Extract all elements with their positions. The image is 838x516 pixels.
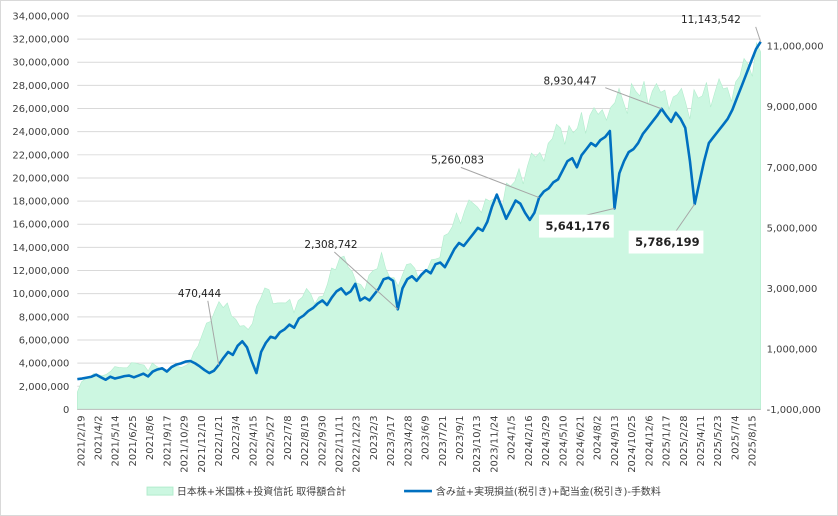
right-tick-label: 1,000,000 — [767, 344, 818, 355]
legend-swatch-area — [146, 486, 174, 496]
left-tick-label: 34,000,000 — [12, 11, 69, 22]
x-tick-label: 2025/4/11 — [696, 415, 707, 466]
left-tick-label: 4,000,000 — [19, 359, 70, 370]
legend: 日本株+米国株+投資信託 取得額合計 含み益+実現損益(税引き)+配当金(税引き)… — [146, 485, 661, 498]
annotation-label: 5,786,199 — [635, 235, 699, 249]
x-tick-label: 2025/2/28 — [679, 415, 690, 466]
x-tick-label: 2022/5/27 — [266, 415, 277, 466]
annotation-leader — [333, 251, 399, 310]
annotation-label: 2,308,742 — [304, 239, 357, 251]
x-tick-label: 2021/4/2 — [94, 415, 105, 460]
left-tick-label: 2,000,000 — [19, 382, 70, 393]
x-tick-label: 2023/3/17 — [386, 415, 397, 466]
annotation-box — [628, 230, 704, 254]
legend-label-line: 含み益+実現損益(税引き)+配当金(税引き)-手数料 — [436, 485, 661, 498]
x-tick-label: 2022/11/11 — [335, 415, 346, 472]
x-tick-label: 2024/10/25 — [627, 415, 638, 472]
left-axis: 0 2,000,000 4,000,000 6,000,000 8,000,000 10,… — [12, 11, 69, 415]
left-tick-label: 32,000,000 — [12, 35, 69, 46]
annotation-label: 11,143,542 — [681, 14, 741, 26]
x-tick-label: 2022/9/30 — [317, 415, 328, 466]
annotation-leader — [605, 87, 662, 110]
annotation-label: 5,641,176 — [546, 219, 610, 233]
right-tick-label: 3,000,000 — [767, 284, 818, 295]
x-axis: 2021/2/19 2021/4/2 2021/5/14 2021/6/25 2021/… — [76, 408, 761, 473]
x-tick-label: 2023/7/21 — [438, 415, 449, 466]
area-series — [77, 41, 761, 410]
area-fill — [77, 41, 761, 410]
left-tick-label: 22,000,000 — [12, 150, 69, 161]
left-tick-label: 24,000,000 — [12, 127, 69, 138]
x-tick-label: 2023/11/24 — [489, 415, 500, 472]
x-tick-label: 2023/6/9 — [421, 415, 432, 460]
x-tick-label: 2025/7/4 — [730, 415, 741, 460]
annotation-label: 8,930,447 — [544, 76, 597, 88]
left-tick-label: 0 — [63, 405, 69, 416]
annotation-leader — [586, 207, 615, 216]
x-tick-label: 2024/2/16 — [524, 415, 535, 466]
annotation-label: 470,444 — [178, 288, 222, 300]
x-tick-label: 2024/5/10 — [558, 415, 569, 466]
legend-label-area: 日本株+米国株+投資信託 取得額合計 — [177, 485, 346, 498]
x-tick-label: 2023/2/3 — [369, 415, 380, 460]
right-axis: -1,000,000 1,000,000 3,000,000 5,000,000 7,0… — [767, 42, 824, 416]
right-tick-label: -1,000,000 — [767, 405, 821, 416]
x-tick-label: 2024/12/6 — [644, 415, 655, 466]
line-path — [77, 41, 762, 382]
line-series — [77, 41, 762, 382]
left-tick-label: 8,000,000 — [19, 312, 70, 323]
left-tick-label: 18,000,000 — [12, 197, 69, 208]
x-tick-label: 2021/5/14 — [111, 415, 122, 466]
x-tick-label: 2021/8/6 — [145, 415, 156, 460]
x-tick-label: 2025/8/15 — [748, 415, 759, 466]
x-tick-label: 2025/1/17 — [662, 415, 673, 466]
annotation-box — [539, 214, 614, 238]
x-tick-label: 2023/10/13 — [472, 415, 483, 472]
annotation-leader — [207, 300, 220, 365]
x-tick-label: 2024/9/13 — [610, 415, 621, 466]
x-tick-label: 2022/8/19 — [300, 415, 311, 466]
x-tick-label: 2024/3/29 — [541, 415, 552, 466]
x-tick-label: 2023/9/1 — [455, 415, 466, 460]
annotations: 470,444 2,308,742 5,260,083 5,641,176 5,786,… — [178, 14, 762, 365]
x-tick-label: 2021/2/19 — [76, 415, 87, 466]
x-tick-label: 2022/7/8 — [283, 415, 294, 460]
right-tick-label: 5,000,000 — [767, 223, 818, 234]
x-tick-label: 2025/5/23 — [713, 415, 724, 466]
x-tick-label: 2021/10/29 — [180, 415, 191, 472]
left-tick-label: 30,000,000 — [12, 58, 69, 69]
x-tick-label: 2022/1/21 — [214, 415, 225, 466]
annotation-leader — [675, 203, 696, 232]
annotation-label: 5,260,083 — [431, 154, 484, 166]
x-tick-label: 2024/1/5 — [507, 415, 518, 460]
right-tick-label: 7,000,000 — [767, 163, 818, 174]
right-tick-label: 11,000,000 — [767, 42, 824, 53]
x-tick-label: 2024/6/21 — [576, 415, 587, 466]
x-tick-label: 2022/3/4 — [231, 415, 242, 460]
right-tick-label: 9,000,000 — [767, 102, 818, 113]
annotation-leader — [755, 26, 762, 43]
left-tick-label: 14,000,000 — [12, 243, 69, 254]
left-tick-label: 20,000,000 — [12, 173, 69, 184]
x-tick-label: 2021/12/10 — [197, 415, 208, 472]
x-tick-label: 2024/8/2 — [593, 415, 604, 460]
x-tick-label: 2023/4/28 — [403, 415, 414, 466]
left-tick-label: 12,000,000 — [12, 266, 69, 277]
left-tick-label: 10,000,000 — [12, 289, 69, 300]
x-tick-label: 2022/12/23 — [352, 415, 363, 472]
x-tick-label: 2021/6/25 — [128, 415, 139, 466]
annotation-leader — [460, 166, 540, 199]
x-tick-label: 2022/4/15 — [248, 415, 259, 466]
left-tick-label: 26,000,000 — [12, 104, 69, 115]
left-tick-label: 6,000,000 — [19, 335, 70, 346]
left-tick-label: 28,000,000 — [12, 81, 69, 92]
left-tick-label: 16,000,000 — [12, 220, 69, 231]
x-tick-label: 2021/9/17 — [162, 415, 173, 466]
